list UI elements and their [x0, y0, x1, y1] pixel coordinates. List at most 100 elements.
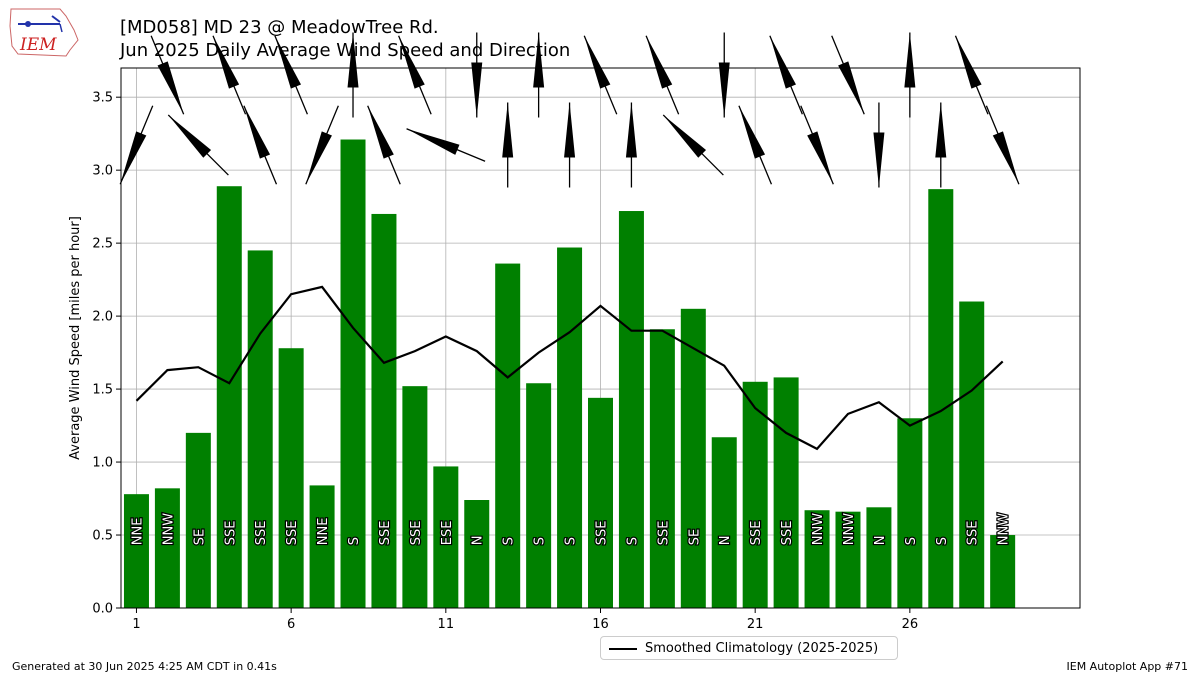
arrow-head: [406, 128, 460, 155]
footer-app: IEM Autoplot App #71: [1066, 660, 1189, 673]
bar-day-4: [216, 186, 242, 608]
bar-day-26: [897, 418, 923, 608]
bar-day-12: [464, 500, 490, 608]
bar-day-15: [557, 247, 583, 608]
x-tick-label-26: 26: [902, 617, 919, 632]
chart-subtitle: Jun 2025 Daily Average Wind Speed and Di…: [120, 40, 570, 62]
arrow-head: [992, 131, 1019, 185]
bar-day-23: [804, 510, 830, 608]
wind-arrow-day-16: [583, 35, 618, 115]
direction-label-day-9: SSE: [378, 521, 393, 546]
arrow-head: [347, 32, 359, 88]
direction-label-day-25: N: [873, 536, 888, 546]
bar-day-2: [154, 488, 180, 608]
wind-arrow-day-14: [533, 32, 545, 118]
bar-day-8: [340, 139, 366, 608]
footer-generated: Generated at 30 Jun 2025 4:25 AM CDT in …: [12, 660, 277, 673]
direction-label-day-19: SE: [687, 529, 702, 545]
direction-label-day-18: SSE: [656, 521, 671, 546]
direction-label-day-28: SSE: [966, 521, 981, 546]
y-tick-label-0.5: 0.5: [92, 529, 113, 544]
direction-label-day-4: SSE: [223, 521, 238, 546]
wind-arrow-day-27: [935, 102, 947, 188]
bar-day-18: [649, 329, 675, 608]
wind-arrow-day-20: [718, 32, 730, 118]
direction-label-day-21: SSE: [749, 521, 764, 546]
iem-logo: IEM: [9, 8, 79, 57]
wind-arrow-day-4: [212, 35, 247, 115]
direction-label-day-10: SSE: [409, 521, 424, 546]
direction-label-day-17: S: [625, 537, 640, 545]
arrow-head: [367, 105, 394, 159]
bar-day-29: [990, 535, 1016, 608]
bar-day-27: [928, 189, 954, 608]
wind-arrow-day-19: [662, 114, 724, 176]
y-tick-label-2.5: 2.5: [92, 237, 113, 252]
wind-arrow-day-17: [625, 102, 637, 188]
climatology-line: [135, 285, 1004, 451]
wind-arrow-day-28: [954, 35, 989, 115]
arrow-head: [955, 35, 982, 89]
direction-label-day-26: S: [904, 537, 919, 545]
direction-label-day-8: S: [347, 537, 362, 545]
wind-arrow-day-21: [738, 105, 773, 185]
bar-day-9: [371, 213, 397, 608]
wind-arrow-day-25: [873, 102, 885, 188]
direction-label-day-5: SSE: [254, 521, 269, 546]
bar-day-6: [278, 348, 304, 608]
bar-day-24: [835, 511, 861, 608]
wind-arrow-day-9: [367, 105, 401, 185]
spacer: [0, 0, 1200, 68]
direction-labels: NNE NNW SE SSE SSE SSE NNE S SSE SSE ESE N S S S SSE S SS…: [129, 512, 1013, 547]
wind-arrow-day-10: [398, 35, 432, 115]
direction-label-day-2: NNW: [161, 513, 176, 545]
wind-arrow-day-1: [119, 105, 154, 185]
arrow-head: [769, 35, 796, 89]
bar-day-20: [711, 437, 737, 608]
wind-arrow-day-13: [502, 102, 514, 188]
y-tick-label-1.5: 1.5: [92, 383, 113, 398]
x-tick-label-16: 16: [592, 617, 609, 632]
y-tick-label-1.0: 1.0: [92, 456, 113, 471]
bar-day-16: [588, 397, 613, 608]
wind-arrow-day-23: [800, 105, 834, 185]
wind-arrow-day-12: [471, 32, 483, 118]
x-tick-label-1: 1: [132, 617, 140, 632]
wind-arrow-day-2: [150, 35, 185, 115]
direction-label-day-13: S: [502, 537, 517, 545]
arrow-head: [533, 32, 545, 88]
direction-label-day-20: N: [718, 536, 733, 546]
wind-arrow-day-26: [904, 32, 916, 118]
arrow-head: [904, 32, 916, 88]
direction-label-day-24: NNW: [842, 513, 857, 545]
y-tick-label-0.0: 0.0: [92, 602, 113, 617]
arrow-head: [838, 61, 865, 115]
direction-label-day-23: NNW: [811, 513, 826, 545]
arrow-head: [564, 102, 576, 158]
wind-arrow-day-29: [985, 105, 1020, 185]
direction-label-day-14: S: [533, 537, 548, 545]
x-tick-label-21: 21: [747, 617, 764, 632]
wind-arrow-day-7: [305, 105, 339, 185]
direction-label-day-15: S: [564, 537, 579, 545]
wind-arrow-day-11: [406, 128, 486, 162]
direction-label-day-27: S: [935, 537, 950, 545]
bar-day-14: [526, 383, 552, 608]
wind-arrow-day-24: [831, 35, 865, 115]
y-axis-label: Average Wind Speed [miles per hour]: [68, 216, 83, 460]
bar-day-22: [773, 377, 799, 608]
direction-label-day-16: SSE: [595, 521, 610, 546]
arrow-head: [738, 105, 766, 159]
bar-day-3: [185, 432, 211, 608]
direction-label-day-3: SE: [192, 529, 207, 545]
direction-label-day-6: SSE: [285, 521, 300, 546]
bar-day-7: [309, 485, 335, 608]
bar-day-21: [742, 381, 768, 608]
arrow-head: [625, 102, 637, 158]
arrow-head: [398, 35, 425, 89]
wind-arrow-day-18: [645, 35, 680, 115]
bar-day-25: [866, 507, 892, 608]
logo-text: IEM: [19, 35, 57, 55]
arrow-head: [274, 35, 302, 89]
